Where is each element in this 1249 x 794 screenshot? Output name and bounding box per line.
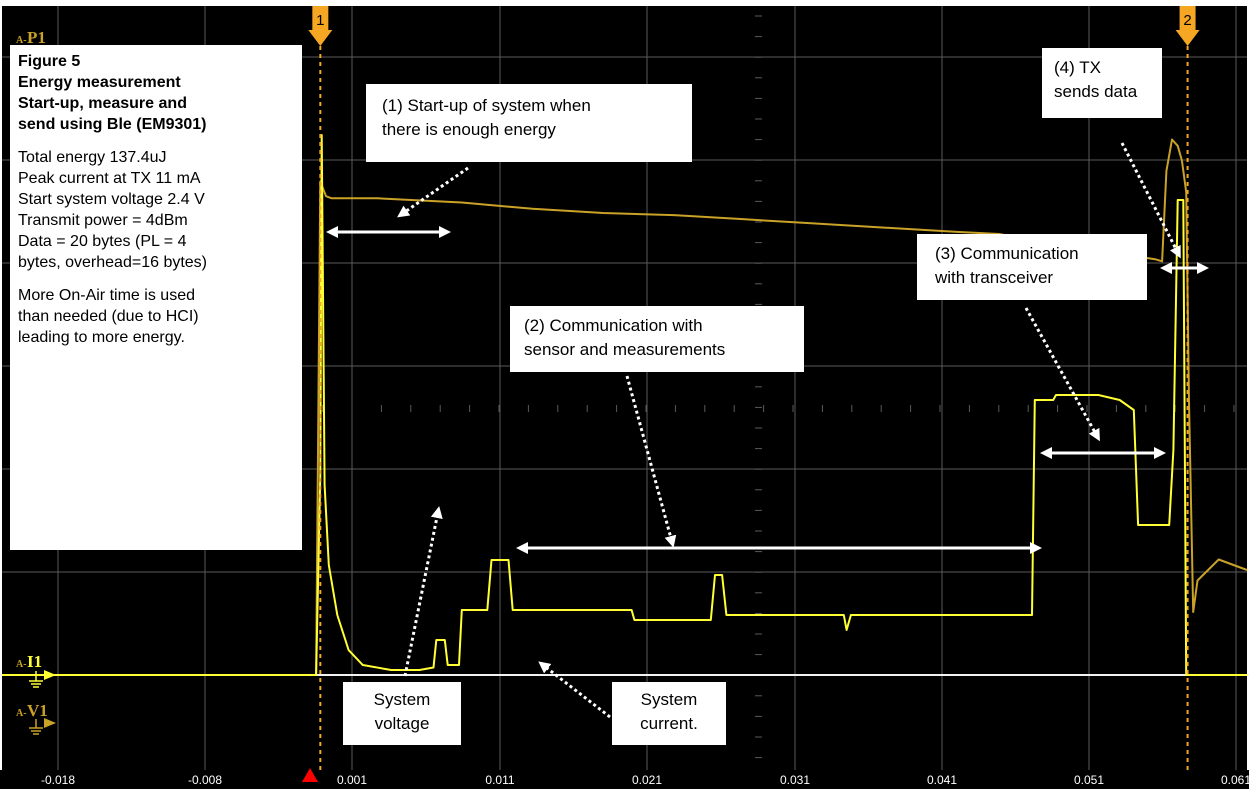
body-word: On-Air	[58, 287, 106, 304]
pointer-arrow-1	[397, 166, 469, 218]
title-word: and	[158, 95, 187, 112]
overhead-text: bytes, overhead=16 bytes)	[18, 254, 208, 271]
ground-icon-i1	[29, 671, 43, 688]
current-trace	[2, 134, 1247, 676]
body-word: (due	[111, 308, 144, 325]
figure-title-line-1: Energy measurement	[18, 74, 181, 91]
pointer-arrow-current	[538, 661, 611, 719]
body-word: time	[109, 287, 140, 304]
x-tick-label: 0.021	[632, 773, 662, 787]
transmit-power-text: Transmit power = 4dBm	[18, 212, 188, 229]
title-word: measure	[88, 95, 155, 112]
pointer-arrow-voltage	[403, 506, 443, 677]
annotation-text: there is enough energy	[382, 120, 556, 139]
annotation-text: sensor and measurements	[524, 340, 726, 359]
pointer-arrow-2	[625, 375, 677, 548]
figure-number: Figure 5	[18, 53, 81, 70]
figure-title-line-2: Start-up, measure and	[18, 93, 294, 114]
x-tick-label: 0.041	[927, 773, 957, 787]
annotation-text: System	[373, 690, 431, 709]
x-axis-ticks: -0.018 -0.008 0.001 0.011 0.021 0.031 0.041 0.0…	[41, 773, 1249, 787]
trigger-marker-icon	[302, 768, 318, 782]
body-word: than	[18, 308, 50, 325]
body-word: =	[56, 233, 66, 250]
total-energy-text: Total energy 137.4uJ	[18, 149, 167, 166]
channel-i1-prefix: A-	[16, 659, 27, 670]
body-word: =	[163, 233, 174, 250]
body-word: used	[160, 287, 195, 304]
annotation-text: System	[640, 690, 698, 709]
x-tick-label: 0.061	[1221, 773, 1249, 787]
annotation-system-voltage: System voltage	[343, 682, 461, 745]
cursor-flag[interactable]	[312, 6, 329, 30]
annotation-text: with transceiver	[935, 268, 1054, 287]
annotation-sensor-communication: (2) Communication with sensor and measur…	[510, 306, 804, 372]
channel-v1-label: V1	[27, 701, 48, 720]
body-word: Data	[18, 233, 52, 250]
cursor-label: 1	[316, 12, 324, 29]
cursor-arrow-icon[interactable]	[308, 30, 333, 46]
channel-i1-label: I1	[27, 652, 42, 671]
x-tick-label: 0.001	[337, 773, 367, 787]
x-tick-label: -0.008	[188, 773, 222, 787]
cursor-arrow-icon[interactable]	[1175, 30, 1200, 46]
data-bytes-text: Data = 20 bytes (PL = 4	[18, 231, 294, 252]
annotation-text: voltage	[374, 714, 430, 733]
body-word: bytes	[92, 233, 131, 250]
ground-icon-v1	[29, 719, 43, 735]
figure-info-box: Figure 5 Energy measurement Start-up, me…	[10, 45, 302, 550]
channel-i1-marker-icon	[44, 670, 56, 680]
figure-title-line-3: send using Ble (EM9301)	[18, 116, 207, 133]
channel-p1-prefix: A-	[16, 35, 27, 46]
on-air-text-3: leading to more energy.	[18, 329, 185, 346]
x-tick-label: -0.018	[41, 773, 75, 787]
x-tick-label: 0.051	[1074, 773, 1104, 787]
body-word: is	[144, 287, 156, 304]
annotation-arrows	[326, 142, 1209, 719]
body-word: (PL	[135, 233, 160, 250]
body-word: More	[18, 287, 55, 304]
start-voltage-text: Start system voltage 2.4 V	[18, 191, 205, 208]
annotation-text: sends data	[1054, 82, 1138, 101]
body-word: 4	[177, 233, 187, 250]
body-word: 20	[70, 233, 88, 250]
on-air-text-2: than needed (due to HCI)	[18, 306, 294, 327]
channel-p1-label: P1	[27, 28, 46, 47]
body-word: to	[147, 308, 162, 325]
annotation-text: (4) TX	[1054, 58, 1101, 77]
pointer-arrow-4	[1120, 142, 1181, 259]
annotation-startup: (1) Start-up of system when there is eno…	[366, 84, 692, 162]
annotation-text: current.	[640, 714, 698, 733]
on-air-text-1: More On-Air time is used	[18, 285, 294, 306]
title-word: Start-up,	[18, 95, 84, 112]
annotation-text: (1) Start-up of system when	[382, 96, 591, 115]
x-tick-label: 0.011	[485, 773, 514, 787]
channel-v1-marker-icon	[44, 718, 56, 728]
channel-v1-prefix: A-	[16, 708, 27, 719]
annotation-transceiver-communication: (3) Communication with transceiver	[917, 234, 1147, 300]
cursor-flag[interactable]	[1179, 6, 1196, 30]
cursor-label: 2	[1183, 12, 1191, 29]
peak-current-text: Peak current at TX 11 mA	[18, 170, 201, 187]
annotation-text: (3) Communication	[935, 244, 1079, 263]
pointer-arrow-3	[1024, 307, 1100, 442]
body-word: HCI)	[165, 308, 199, 325]
x-tick-label: 0.031	[780, 773, 810, 787]
annotation-text: (2) Communication with	[524, 316, 703, 335]
annotation-tx-sends-data: (4) TX sends data	[1042, 48, 1162, 118]
body-word: needed	[53, 308, 107, 325]
annotation-system-current: System current.	[612, 682, 726, 745]
